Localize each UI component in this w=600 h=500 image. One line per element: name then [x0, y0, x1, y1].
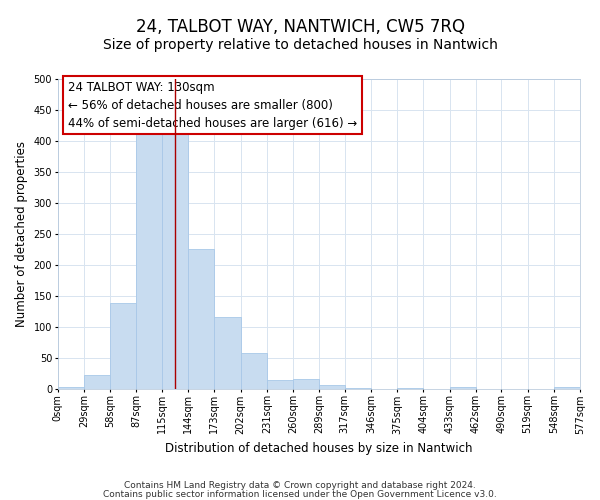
Bar: [319, 385, 344, 388]
Text: Contains public sector information licensed under the Open Government Licence v3: Contains public sector information licen…: [103, 490, 497, 499]
X-axis label: Distribution of detached houses by size in Nantwich: Distribution of detached houses by size …: [165, 442, 473, 455]
Bar: [214, 318, 241, 388]
Bar: [241, 354, 267, 388]
Text: 24 TALBOT WAY: 130sqm
← 56% of detached houses are smaller (800)
44% of semi-det: 24 TALBOT WAY: 130sqm ← 56% of detached …: [68, 80, 358, 130]
Bar: [84, 375, 110, 388]
Bar: [162, 132, 188, 388]
Bar: [136, 132, 162, 388]
Text: 24, TALBOT WAY, NANTWICH, CW5 7RQ: 24, TALBOT WAY, NANTWICH, CW5 7RQ: [136, 18, 464, 36]
Bar: [449, 387, 476, 388]
Bar: [110, 303, 136, 388]
Y-axis label: Number of detached properties: Number of detached properties: [15, 141, 28, 327]
Bar: [293, 378, 319, 388]
Text: Size of property relative to detached houses in Nantwich: Size of property relative to detached ho…: [103, 38, 497, 52]
Bar: [267, 380, 293, 388]
Bar: [188, 250, 214, 388]
Text: Contains HM Land Registry data © Crown copyright and database right 2024.: Contains HM Land Registry data © Crown c…: [124, 481, 476, 490]
